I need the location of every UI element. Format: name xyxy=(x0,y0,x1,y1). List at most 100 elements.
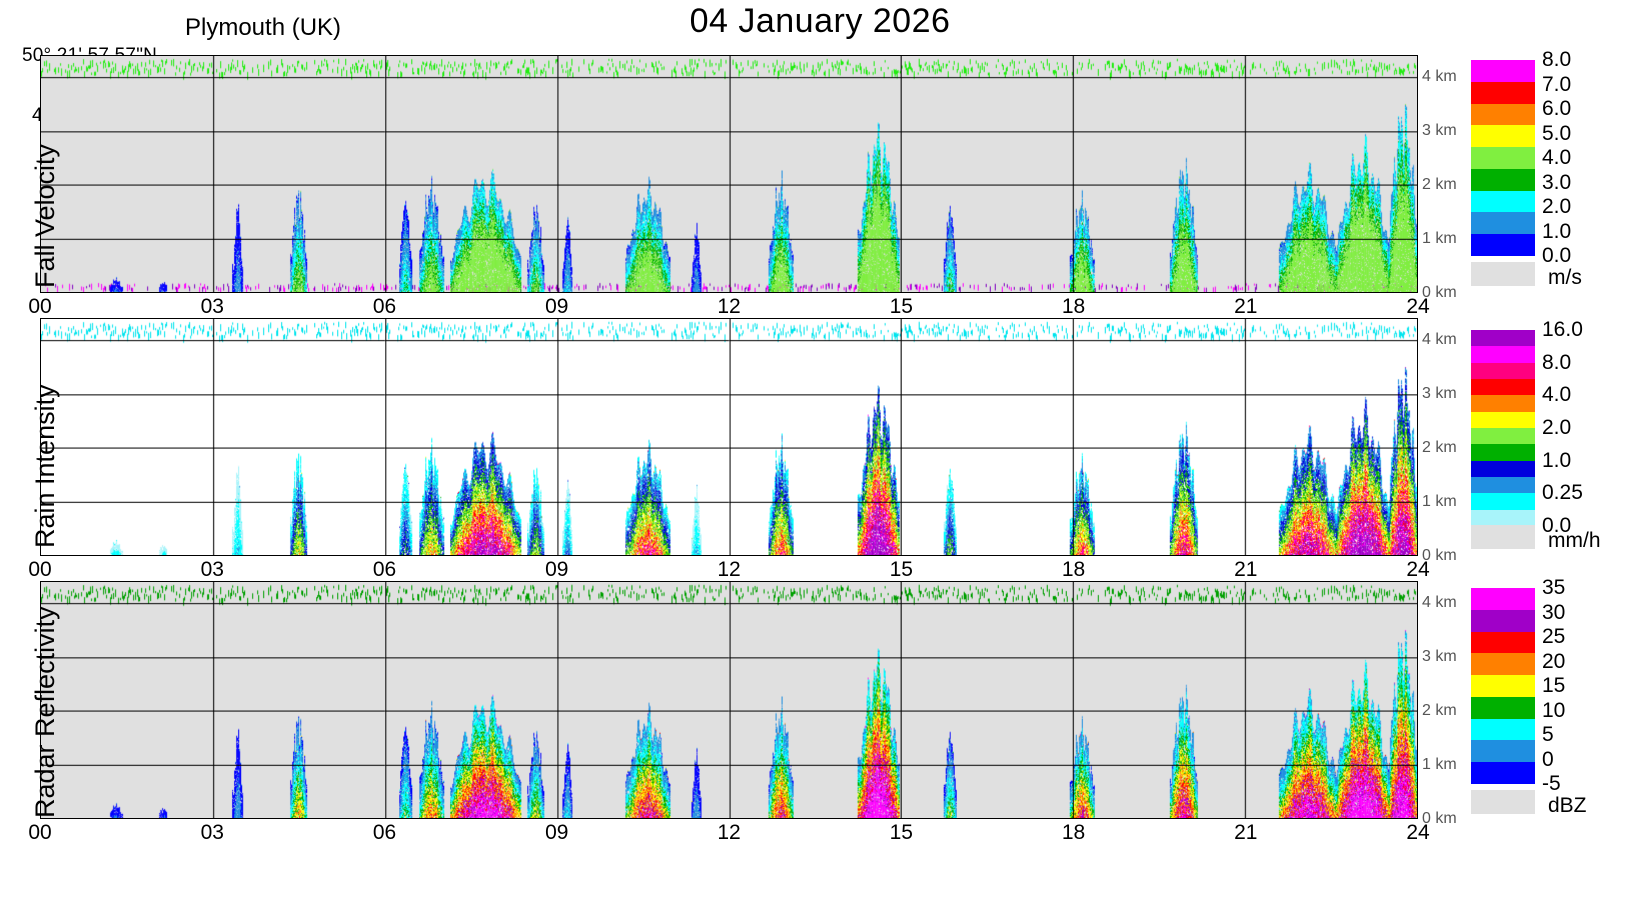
x-tick-12: 12 xyxy=(717,821,741,844)
colorbar-tick-1.0: 1.0 xyxy=(1542,448,1572,472)
colorbar-band xyxy=(1471,147,1535,169)
colorbar-tick-0.25: 0.25 xyxy=(1542,481,1583,505)
page-title: 04 January 2026 xyxy=(0,2,1640,41)
x-tick-21: 21 xyxy=(1234,821,1258,844)
colorbar-band xyxy=(1471,675,1535,697)
nodata-swatch-fall-velocity xyxy=(1471,262,1535,286)
colorbar-tick-5: 5 xyxy=(1542,723,1554,746)
colorbar-band xyxy=(1471,588,1535,610)
colorbar-tick-6.0: 6.0 xyxy=(1542,97,1572,120)
x-tick-12: 12 xyxy=(717,558,741,581)
x-tick-00: 00 xyxy=(28,558,52,581)
colorbar-radar-reflectivity xyxy=(1471,588,1535,784)
colorbar-tick-10: 10 xyxy=(1542,698,1566,722)
unit-rain-intensity: mm/h xyxy=(1548,529,1601,552)
colorbar-tick-3.0: 3.0 xyxy=(1542,170,1572,194)
y-tick-2km: 2 km xyxy=(1422,175,1457,193)
x-tick-00: 00 xyxy=(28,821,52,844)
colorbar-band xyxy=(1471,609,1535,632)
x-tick-06: 06 xyxy=(372,821,397,844)
x-tick-18: 18 xyxy=(1061,295,1086,318)
colorbar-tick-4.0: 4.0 xyxy=(1542,383,1572,407)
y-tick-1km: 1 km xyxy=(1422,755,1457,773)
colorbar-band xyxy=(1471,125,1535,148)
colorbar-tick-35: 35 xyxy=(1542,576,1566,599)
colorbar-band xyxy=(1471,444,1535,461)
x-tick-24: 24 xyxy=(1406,295,1430,318)
colorbar-tick-30: 30 xyxy=(1542,600,1566,624)
colorbar-tick-5.0: 5.0 xyxy=(1542,121,1572,145)
x-tick-18: 18 xyxy=(1061,821,1086,844)
colorbar-band xyxy=(1471,493,1535,510)
colorbar-band xyxy=(1471,330,1535,347)
y-tick-2km: 2 km xyxy=(1422,438,1457,456)
colorbar-band xyxy=(1471,762,1535,784)
colorbar-band xyxy=(1471,631,1535,654)
y-tick-1km: 1 km xyxy=(1422,492,1457,510)
radar-reflectivity-plot xyxy=(41,582,1417,818)
colorbar-fall-velocity xyxy=(1471,60,1535,256)
colorbar-tick-0.0: 0.0 xyxy=(1542,514,1572,537)
colorbar-tick-0: 0 xyxy=(1542,747,1554,771)
panel-fall-velocity[interactable] xyxy=(40,55,1418,293)
y-tick-4km: 4 km xyxy=(1422,330,1457,348)
x-tick-03: 03 xyxy=(200,821,224,844)
nodata-swatch-radar-reflectivity xyxy=(1471,790,1535,814)
y-tick-0km: 0 km xyxy=(1422,810,1457,827)
rain-intensity-plot xyxy=(41,319,1417,555)
colorbar-band xyxy=(1471,460,1535,477)
y-tick-3km: 3 km xyxy=(1422,384,1457,402)
y-tick-4km: 4 km xyxy=(1422,593,1457,611)
unit-radar-reflectivity: dBZ xyxy=(1548,794,1587,817)
x-axis-radar-reflectivity: 00 03 06 09 12 15 18 21 24 xyxy=(28,821,1429,845)
colorbar-band xyxy=(1471,103,1535,126)
colorbar-tick-8.0: 8.0 xyxy=(1542,48,1572,71)
fall-velocity-plot xyxy=(41,56,1417,292)
panel-rain-intensity[interactable] xyxy=(40,318,1418,556)
colorbar-band xyxy=(1471,362,1535,379)
station-name: Plymouth (UK) xyxy=(185,14,342,41)
x-tick-15: 15 xyxy=(889,821,913,844)
x-tick-03: 03 xyxy=(200,558,224,581)
x-tick-21: 21 xyxy=(1234,558,1258,581)
y-axis-radar-reflectivity: 0 km 1 km 2 km 3 km 4 km xyxy=(1422,581,1482,827)
x-tick-09: 09 xyxy=(545,821,569,844)
y-axis-fall-velocity: 0 km 1 km 2 km 3 km 4 km xyxy=(1422,55,1482,301)
y-tick-2km: 2 km xyxy=(1422,701,1457,719)
colorbar-band xyxy=(1471,696,1535,719)
axis-title-rain-intensity: Rain Intensity xyxy=(30,384,60,548)
nodata-swatch-rain-intensity xyxy=(1471,525,1535,549)
x-tick-24: 24 xyxy=(1406,558,1430,581)
x-tick-06: 06 xyxy=(372,558,397,581)
y-axis-rain-intensity: 0 km 1 km 2 km 3 km 4 km xyxy=(1422,318,1482,564)
colorbar-tick--5: -5 xyxy=(1542,772,1561,795)
axis-title-fall-velocity: Fall Velocity xyxy=(30,143,60,288)
colorbar-tick-2.0: 2.0 xyxy=(1542,195,1572,218)
x-tick-21: 21 xyxy=(1234,295,1258,318)
colorbar-band xyxy=(1471,509,1535,526)
colorbar-band xyxy=(1471,168,1535,191)
colorbar-band xyxy=(1471,346,1535,363)
colorbar-band xyxy=(1471,427,1535,445)
y-tick-3km: 3 km xyxy=(1422,121,1457,139)
panel-radar-reflectivity[interactable] xyxy=(40,581,1418,819)
x-axis-rain-intensity: 00 03 06 09 12 15 18 21 24 xyxy=(28,558,1429,582)
colorbar-band xyxy=(1471,81,1535,104)
x-tick-18: 18 xyxy=(1061,558,1086,581)
colorbar-tick-4.0: 4.0 xyxy=(1542,146,1572,169)
x-axis-fall-velocity: 00 03 06 09 12 15 18 21 24 xyxy=(28,295,1429,319)
colorbar-band xyxy=(1471,234,1535,256)
axis-title-radar-reflectivity: Radar Reflectivity xyxy=(30,606,60,818)
colorbar-band xyxy=(1471,740,1535,763)
colorbar-band xyxy=(1471,395,1535,412)
y-tick-1km: 1 km xyxy=(1422,229,1457,247)
x-tick-24: 24 xyxy=(1406,821,1430,844)
colorbar-tick-25: 25 xyxy=(1542,625,1566,648)
colorbar-tick-0.0: 0.0 xyxy=(1542,244,1572,267)
colorbar-tick-15: 15 xyxy=(1542,674,1566,697)
colorbar-band xyxy=(1471,718,1535,741)
colorbar-band xyxy=(1471,212,1535,235)
x-tick-12: 12 xyxy=(717,295,741,318)
x-tick-03: 03 xyxy=(200,295,224,318)
colorbar-tick-2.0: 2.0 xyxy=(1542,416,1572,439)
